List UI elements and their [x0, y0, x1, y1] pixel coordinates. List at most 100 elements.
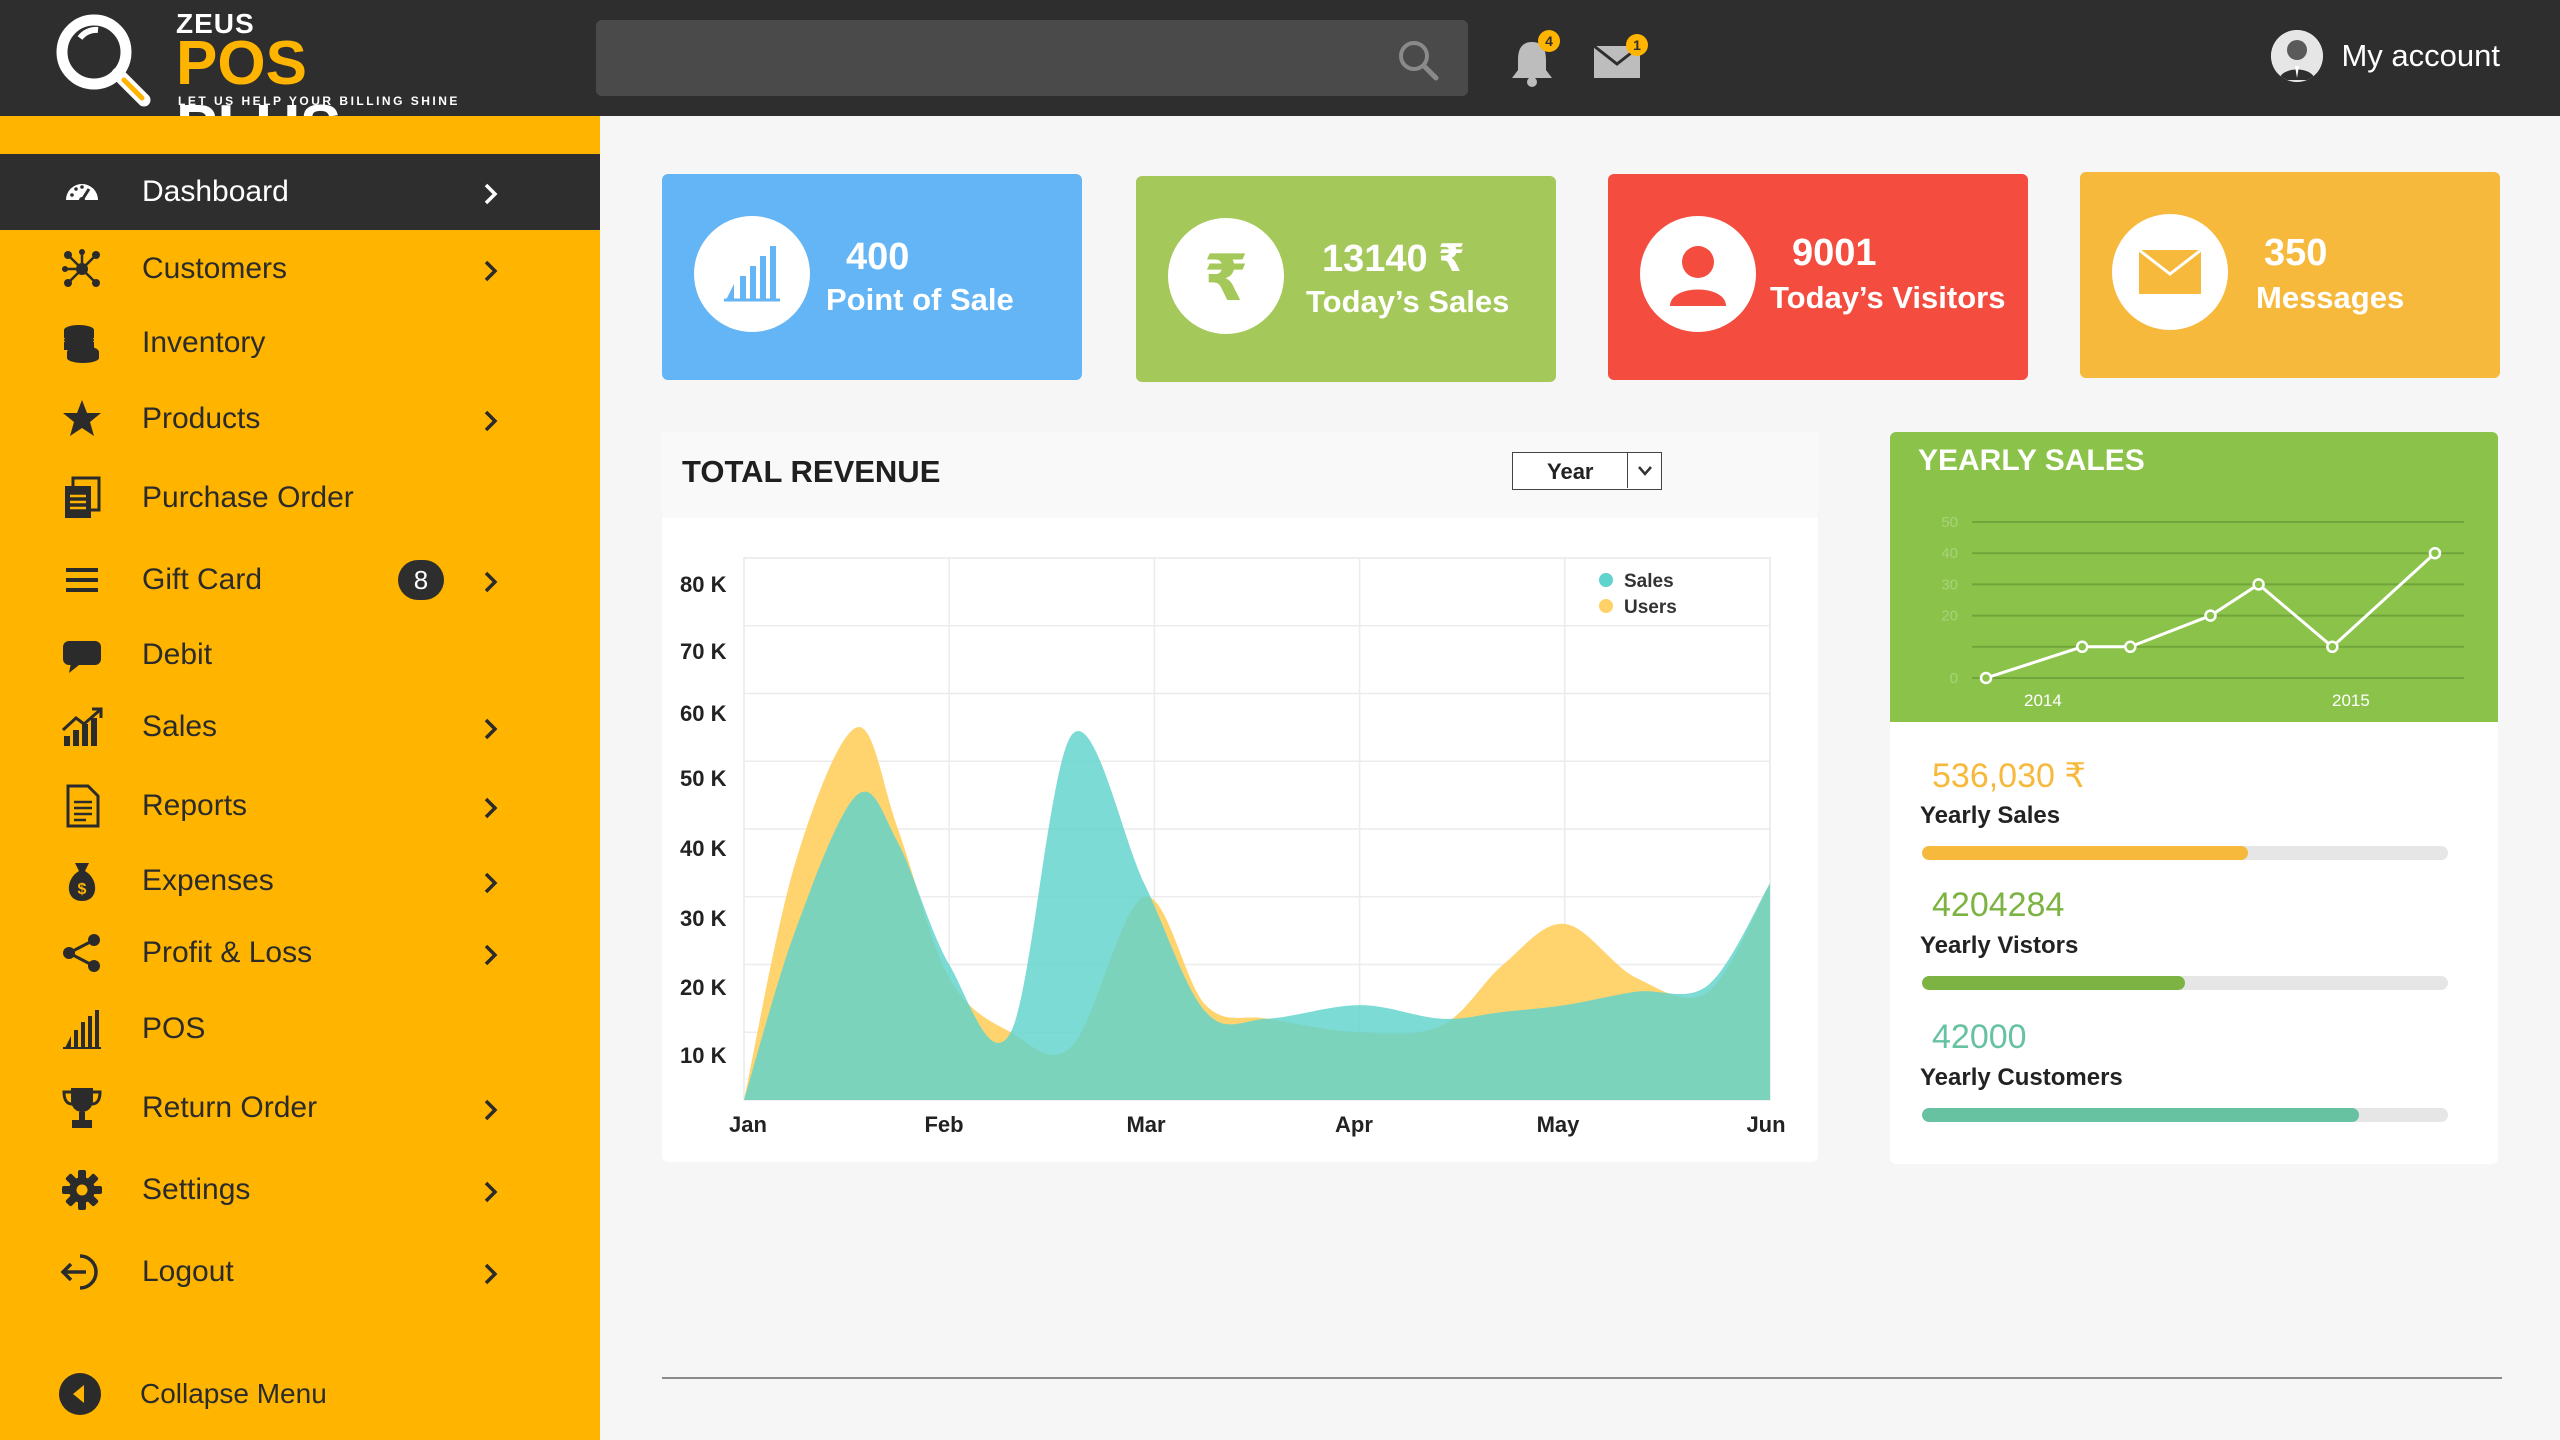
share-icon: [60, 931, 104, 975]
messages-button[interactable]: 1: [1592, 34, 1648, 82]
stat-value: 4204284: [1932, 886, 2065, 924]
sidebar-item-customers[interactable]: Customers: [0, 231, 600, 307]
bar-chart-icon: [60, 1007, 104, 1051]
data-point: [2326, 640, 2339, 654]
collapse-menu-label: Collapse Menu: [140, 1378, 327, 1409]
data-point: [2252, 578, 2265, 591]
card-value: 9001: [1792, 232, 1877, 274]
sidebar-item-expenses[interactable]: $ Expenses: [0, 843, 600, 919]
sidebar-item-debit[interactable]: Debit: [0, 617, 600, 693]
logo-brand-top: ZEUS: [176, 8, 255, 39]
sidebar-item-gift-card[interactable]: Gift Card 8: [0, 542, 600, 618]
chevron-right-icon: [478, 1096, 502, 1121]
chevron-right-icon: [478, 1260, 502, 1285]
total-revenue-title: TOTAL REVENUE: [682, 454, 941, 489]
sidebar-item-label: Dashboard: [142, 175, 289, 208]
todays-sales-card[interactable]: ₹ 13140 ₹ Today’s Sales: [1136, 176, 1556, 382]
legend-swatch: [1599, 599, 1613, 613]
chevron-right-icon: [478, 794, 502, 819]
chat-bubble-icon: [60, 633, 104, 677]
search-input[interactable]: [616, 34, 1376, 82]
point-of-sale-card[interactable]: 400 Point of Sale: [662, 174, 1082, 380]
logo-tagline: LET US HELP YOUR BILLING SHINE: [178, 94, 460, 108]
star-icon: [60, 397, 104, 441]
y-tick-label: 50 K: [680, 766, 727, 791]
stat-progress-bar: [1922, 846, 2448, 860]
data-point: [2204, 609, 2217, 622]
x-tick-label: 2014: [2024, 691, 2062, 710]
card-value: 400: [846, 236, 910, 278]
card-value: 350: [2264, 232, 2328, 274]
app-logo[interactable]: ZEUS POS PLUS LET US HELP YOUR BILLING S…: [52, 6, 472, 160]
chevron-down-icon: [1627, 453, 1661, 488]
sidebar-item-purchase-order[interactable]: Purchase Order: [0, 460, 600, 536]
notifications-button[interactable]: 4: [1508, 30, 1560, 88]
yearly-sales-title: YEARLY SALES: [1918, 444, 2145, 477]
sidebar-item-label: Return Order: [142, 1091, 318, 1124]
data-point: [2124, 640, 2137, 654]
svg-text:$: $: [78, 881, 87, 898]
sidebar-item-return-order[interactable]: Return Order: [0, 1070, 600, 1146]
sidebar-item-profit-loss[interactable]: Profit & Loss: [0, 915, 600, 991]
stat-progress-bar: [1922, 976, 2448, 990]
x-tick-label: Apr: [1335, 1112, 1373, 1137]
data-point: [2428, 546, 2442, 560]
sidebar: [0, 116, 600, 1440]
y-tick-label: 10 K: [680, 1043, 727, 1068]
sidebar-item-reports[interactable]: Reports: [0, 768, 600, 844]
data-point: [1979, 671, 1993, 685]
chevron-right-icon: [478, 941, 502, 966]
chevron-right-icon: [478, 568, 502, 593]
account-label: My account: [2341, 38, 2500, 73]
sidebar-item-label: POS: [142, 1012, 206, 1045]
sidebar-item-sales[interactable]: Sales: [0, 689, 600, 765]
network-icon: [60, 247, 104, 291]
stat-label: Yearly Customers: [1920, 1064, 2123, 1091]
sidebar-item-label: Sales: [142, 710, 218, 743]
card-icon-circle: [2112, 214, 2228, 330]
sidebar-item-dashboard[interactable]: Dashboard: [0, 154, 600, 230]
envelope-icon: [2138, 248, 2202, 294]
year-select[interactable]: Year: [1512, 452, 1662, 490]
sidebar-item-label: Debit: [142, 638, 213, 671]
y-tick-label: 30 K: [680, 906, 727, 931]
todays-visitors-card[interactable]: 9001 Today’s Visitors: [1608, 174, 2028, 380]
yearly-sales-chart: 0 20 30 40 50 2014 2015: [1941, 514, 2464, 710]
area-series-users: [744, 727, 1770, 1100]
sidebar-item-settings[interactable]: Settings: [0, 1152, 600, 1228]
stat-progress-fill: [1922, 846, 2249, 860]
logo-magnifier-icon: [56, 14, 151, 107]
gift-card-count-badge: 8: [398, 560, 444, 600]
sidebar-item-products[interactable]: Products: [0, 381, 600, 457]
rupee-icon: ₹: [1204, 244, 1249, 308]
y-tick-label: 20 K: [680, 975, 727, 1000]
chevron-right-icon: [478, 715, 502, 740]
search-bar: [596, 20, 1468, 96]
dashboard-icon: [60, 170, 104, 214]
sales-chart-icon: [60, 705, 104, 749]
search-icon[interactable]: [1396, 38, 1440, 82]
legend-swatch: [1599, 573, 1613, 587]
year-select-value: Year: [1547, 459, 1594, 484]
sidebar-item-logout[interactable]: Logout: [0, 1234, 600, 1310]
y-tick-label: 0: [1950, 670, 1958, 687]
sidebar-item-label: Expenses: [142, 864, 274, 897]
data-point: [2075, 640, 2089, 654]
sidebar-item-label: Profit & Loss: [142, 936, 313, 969]
x-tick-label: May: [1537, 1112, 1581, 1137]
gear-icon: [60, 1168, 104, 1212]
bell-icon: [1512, 42, 1552, 87]
x-tick-label: Jan: [729, 1112, 767, 1137]
card-value: 13140 ₹: [1322, 238, 1465, 280]
area-series-sales: [744, 730, 1770, 1100]
sidebar-item-label: Purchase Order: [142, 481, 354, 514]
top-bar: ZEUS POS PLUS LET US HELP YOUR BILLING S…: [0, 0, 2560, 160]
messages-card[interactable]: 350 Messages: [2080, 172, 2500, 378]
messages-badge: 1: [1626, 34, 1648, 56]
account-menu[interactable]: My account: [2271, 26, 2500, 86]
legend-label: Users: [1624, 597, 1677, 618]
collapse-menu-button[interactable]: Collapse Menu: [0, 1356, 600, 1432]
sidebar-item-label: Inventory: [142, 326, 266, 359]
sidebar-item-inventory[interactable]: Inventory: [0, 305, 600, 381]
sidebar-item-pos[interactable]: POS: [0, 991, 600, 1067]
